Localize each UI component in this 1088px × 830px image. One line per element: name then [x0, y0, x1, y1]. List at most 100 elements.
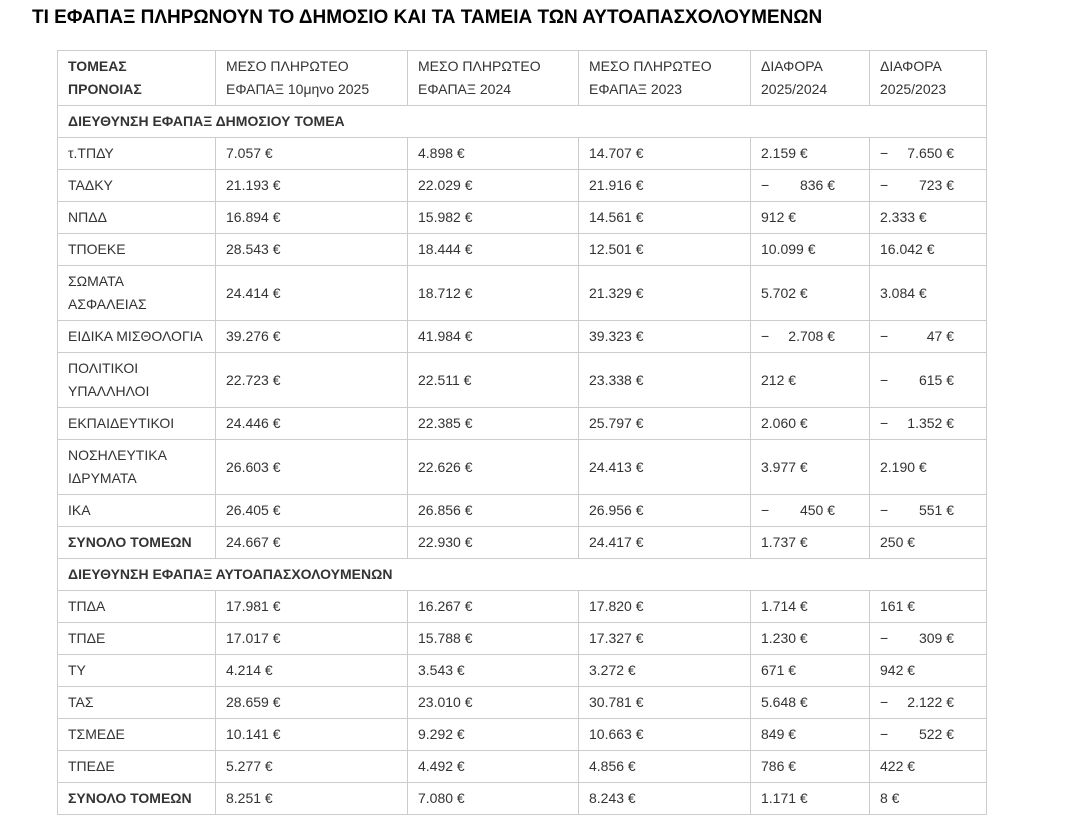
value-cell: 30.781 €: [578, 686, 751, 719]
value-cell: 12.501 €: [578, 233, 751, 266]
value-cell: 1.230 €: [750, 622, 870, 655]
efapax-table: ΤΟΜΕΑΣ ΠΡΟΝΟΙΑΣ ΜΕΣΟ ΠΛΗΡΩΤΕΟ ΕΦΑΠΑΞ 10μη…: [57, 50, 987, 815]
value-cell: 8.251 €: [215, 782, 408, 815]
value-cell: 16.042 €: [869, 233, 987, 266]
row-label: ΤΠΔΕ: [57, 622, 216, 655]
value-cell: 786 €: [750, 750, 870, 783]
amount: 309 €: [918, 630, 954, 646]
value-cell: 2.060 €: [750, 407, 870, 440]
column-header: ΜΕΣΟ ΠΛΗΡΩΤΕΟ ΕΦΑΠΑΞ 10μηνο 2025: [215, 50, 408, 106]
value-cell: 26.856 €: [407, 494, 579, 527]
table-row: ΤΠΟΕΚΕ 28.543 €18.444 €12.501 €10.099 €16…: [57, 233, 987, 266]
value-cell: 161 €: [869, 590, 987, 623]
minus-sign: −: [880, 371, 889, 388]
value-cell: 26.956 €: [578, 494, 751, 527]
value-cell: 24.667 €: [215, 526, 408, 559]
row-label: ΣΥΝΟΛΟ ΤΟΜΕΩΝ: [57, 782, 216, 815]
value-cell: − 723 €: [869, 169, 987, 202]
amount: 7.650 €: [907, 145, 954, 161]
value-cell: 17.327 €: [578, 622, 751, 655]
value-cell: 4.214 €: [215, 654, 408, 687]
value-cell: − 309 €: [869, 622, 987, 655]
value-cell: − 2.708 €: [750, 320, 870, 353]
table-row: ΕΙΔΙΚΑ ΜΙΣΘΟΛΟΓΙΑ 39.276 €41.984 €39.323 …: [57, 320, 987, 353]
value-cell: 1.171 €: [750, 782, 870, 815]
amount: 47 €: [926, 328, 954, 344]
negative-value: − 551 €: [880, 499, 954, 522]
table-row: ΣΥΝΟΛΟ ΤΟΜΕΩΝ 24.667 €22.930 €24.417 €1.7…: [57, 526, 987, 559]
value-cell: 22.723 €: [215, 352, 408, 408]
value-cell: 17.981 €: [215, 590, 408, 623]
value-cell: 5.277 €: [215, 750, 408, 783]
value-cell: 18.444 €: [407, 233, 579, 266]
minus-sign: −: [880, 630, 889, 646]
section-row: ΔΙΕΥΘΥΝΣΗ ΕΦΑΠΑΞ ΑΥΤΟΑΠΑΣΧΟΛΟΥΜΕΝΩΝ: [57, 558, 987, 591]
amount: 551 €: [918, 502, 954, 518]
negative-value: − 723 €: [880, 174, 954, 197]
table-row: ΤΥ 4.214 €3.543 €3.272 €671 €942 €: [57, 654, 987, 687]
value-cell: 7.057 €: [215, 137, 408, 170]
value-cell: 14.561 €: [578, 201, 751, 234]
value-cell: − 450 €: [750, 494, 870, 527]
minus-sign: −: [761, 502, 770, 518]
negative-value: − 47 €: [880, 325, 954, 348]
row-label: ΤΑΣ: [57, 686, 216, 719]
value-cell: − 2.122 €: [869, 686, 987, 719]
table-row: ΤΠΕΔΕ 5.277 €4.492 €4.856 €786 €422 €: [57, 750, 987, 783]
value-cell: 17.017 €: [215, 622, 408, 655]
value-cell: 39.276 €: [215, 320, 408, 353]
amount: 2.708 €: [788, 328, 835, 344]
value-cell: 2.159 €: [750, 137, 870, 170]
amount: 2.122 €: [907, 694, 954, 710]
value-cell: − 551 €: [869, 494, 987, 527]
table-row: ΤΑΔΚΥ 21.193 €22.029 €21.916 € −836 € −723 …: [57, 169, 987, 202]
value-cell: 671 €: [750, 654, 870, 687]
section-header: ΔΙΕΥΘΥΝΣΗ ΕΦΑΠΑΞ ΑΥΤΟΑΠΑΣΧΟΛΟΥΜΕΝΩΝ: [57, 558, 987, 591]
value-cell: 5.648 €: [750, 686, 870, 719]
column-header: ΔΙΑΦΟΡΑ 2025/2024: [750, 50, 870, 106]
value-cell: 250 €: [869, 526, 987, 559]
value-cell: − 1.352 €: [869, 407, 987, 440]
value-cell: 5.702 €: [750, 265, 870, 321]
value-cell: 3.543 €: [407, 654, 579, 687]
value-cell: 912 €: [750, 201, 870, 234]
table-row: ΝΠΔΔ 16.894 €15.982 €14.561 €912 €2.333 €: [57, 201, 987, 234]
value-cell: 28.659 €: [215, 686, 408, 719]
value-cell: 21.193 €: [215, 169, 408, 202]
value-cell: 422 €: [869, 750, 987, 783]
value-cell: 7.080 €: [407, 782, 579, 815]
value-cell: 24.413 €: [578, 439, 751, 495]
amount: 615 €: [918, 371, 954, 388]
value-cell: 16.267 €: [407, 590, 579, 623]
value-cell: 10.099 €: [750, 233, 870, 266]
row-label: ΕΙΔΙΚΑ ΜΙΣΘΟΛΟΓΙΑ: [57, 320, 216, 353]
value-cell: 21.916 €: [578, 169, 751, 202]
table-row: ΤΑΣ 28.659 €23.010 €30.781 €5.648 € − 2.122…: [57, 686, 987, 719]
value-cell: 26.603 €: [215, 439, 408, 495]
table-row: ΙΚΑ 26.405 €26.856 €26.956 € −450 € −551 €: [57, 494, 987, 527]
value-cell: 22.626 €: [407, 439, 579, 495]
amount: 1.352 €: [907, 415, 954, 431]
amount: 836 €: [799, 177, 835, 193]
value-cell: 14.707 €: [578, 137, 751, 170]
table-row: ΤΠΔΑ 17.981 €16.267 €17.820 €1.714 €161 €: [57, 590, 987, 623]
value-cell: − 7.650 €: [869, 137, 987, 170]
value-cell: 212 €: [750, 352, 870, 408]
value-cell: − 522 €: [869, 718, 987, 751]
section-row: ΔΙΕΥΘΥΝΣΗ ΕΦΑΠΑΞ ΔΗΜΟΣΙΟΥ ΤΟΜΕΑ: [57, 105, 987, 138]
table-body: ΔΙΕΥΘΥΝΣΗ ΕΦΑΠΑΞ ΔΗΜΟΣΙΟΥ ΤΟΜΕΑ τ.ΤΠΔΥ 7.0…: [57, 105, 987, 815]
value-cell: 16.894 €: [215, 201, 408, 234]
table-row: ΠΟΛΙΤΙΚΟΙ ΥΠΑΛΛΗΛΟΙ 22.723 €22.511 €23.33…: [57, 352, 987, 408]
value-cell: 10.663 €: [578, 718, 751, 751]
minus-sign: −: [880, 415, 889, 431]
row-label: τ.ΤΠΔΥ: [57, 137, 216, 170]
row-label: ΝΠΔΔ: [57, 201, 216, 234]
amount: 522 €: [918, 726, 954, 742]
row-label: ΙΚΑ: [57, 494, 216, 527]
minus-sign: −: [761, 328, 770, 344]
row-label: ΤΠΕΔΕ: [57, 750, 216, 783]
table-row: ΤΠΔΕ 17.017 €15.788 €17.327 €1.230 € − 309 …: [57, 622, 987, 655]
minus-sign: −: [880, 502, 889, 518]
value-cell: 1.737 €: [750, 526, 870, 559]
